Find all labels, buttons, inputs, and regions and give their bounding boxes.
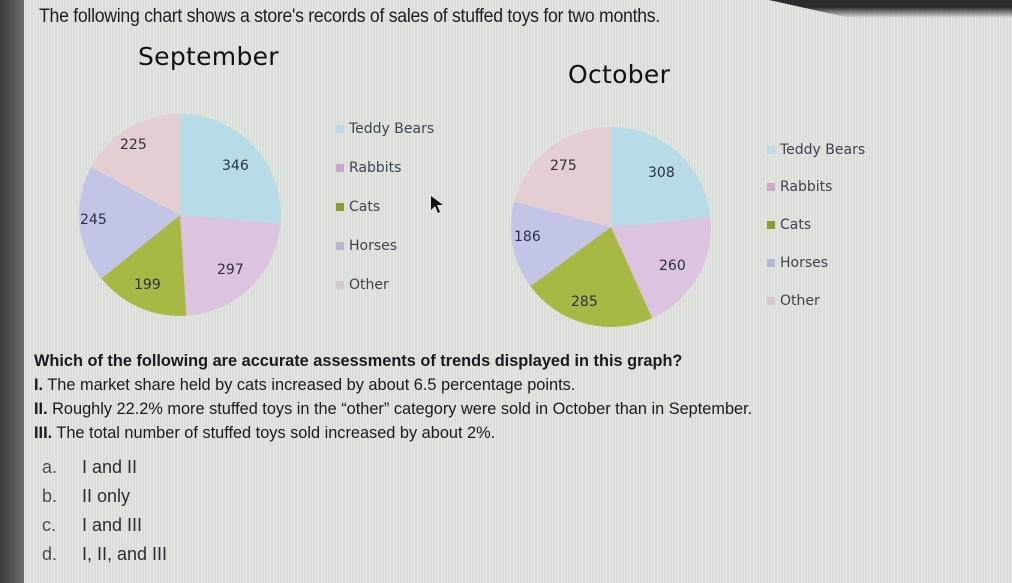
cats-swatch-icon bbox=[336, 203, 344, 211]
choice-d[interactable]: d. I, II, and III bbox=[42, 544, 168, 564]
pie-slice-teddy-bears bbox=[180, 114, 281, 224]
sep-legend-rabbits: Rabbits bbox=[336, 160, 401, 176]
statement-1: I. The market share held by cats increas… bbox=[34, 375, 576, 394]
october-pie-svg bbox=[511, 127, 711, 327]
sep-legend-horses: Horses bbox=[336, 238, 397, 254]
horses-swatch-icon bbox=[336, 242, 344, 250]
september-pie-svg bbox=[79, 114, 281, 316]
other-swatch-icon bbox=[767, 297, 775, 305]
oct-label-rabbits: 260 bbox=[659, 258, 686, 274]
pie-slice-horses bbox=[511, 201, 611, 287]
cats-swatch-icon bbox=[767, 221, 775, 229]
screen-bezel-top bbox=[769, 0, 1012, 18]
pie-slice-cats bbox=[101, 215, 187, 316]
pie-slice-horses bbox=[79, 167, 180, 279]
oct-legend-rabbits: Rabbits bbox=[767, 179, 832, 195]
intro-text: The following chart shows a store's reco… bbox=[39, 6, 660, 27]
october-chart-title: October bbox=[568, 60, 671, 89]
oct-legend-other: Other bbox=[767, 293, 820, 309]
oct-label-other: 275 bbox=[550, 158, 577, 174]
sep-legend-cats: Cats bbox=[336, 199, 380, 215]
teddy-bears-swatch-icon bbox=[767, 146, 775, 154]
oct-legend-teddy-bears: Teddy Bears bbox=[767, 142, 865, 158]
pie-slice-rabbits bbox=[180, 215, 281, 316]
mouse-pointer-icon bbox=[431, 196, 443, 213]
pie-slice-other bbox=[91, 114, 180, 215]
oct-legend-cats: Cats bbox=[767, 217, 811, 233]
statement-2: II. Roughly 22.2% more stuffed toys in t… bbox=[34, 399, 753, 418]
sep-legend-teddy-bears: Teddy Bears bbox=[336, 121, 434, 137]
teddy-bears-swatch-icon bbox=[336, 125, 344, 133]
choice-b[interactable]: b. II only bbox=[42, 486, 131, 506]
oct-label-cats: 285 bbox=[571, 294, 598, 310]
other-swatch-icon bbox=[336, 281, 344, 289]
screen-bezel-left bbox=[0, 0, 24, 583]
pie-slice-rabbits bbox=[611, 217, 711, 319]
rabbits-swatch-icon bbox=[767, 183, 775, 191]
quiz-page bbox=[24, 0, 1012, 583]
statement-3: III. The total number of stuffed toys so… bbox=[34, 423, 496, 442]
pie-slice-other bbox=[514, 127, 611, 227]
question-prompt: Which of the following are accurate asse… bbox=[34, 351, 683, 370]
rabbits-swatch-icon bbox=[336, 164, 344, 172]
sep-label-other: 225 bbox=[120, 137, 147, 153]
sep-label-horses: 245 bbox=[80, 212, 107, 228]
sep-label-cats: 199 bbox=[134, 277, 161, 293]
october-pie-chart: 275 308 186 260 285 bbox=[510, 125, 712, 329]
oct-label-teddy: 308 bbox=[648, 165, 675, 181]
september-chart-title: September bbox=[138, 42, 279, 71]
sep-label-rabbits: 297 bbox=[217, 262, 244, 278]
pie-slice-cats bbox=[530, 227, 653, 327]
september-pie-chart: 225 346 245 297 199 bbox=[78, 113, 282, 317]
oct-legend-horses: Horses bbox=[767, 255, 828, 271]
pie-slice-teddy-bears bbox=[611, 127, 711, 227]
sep-label-teddy: 346 bbox=[222, 158, 249, 174]
question-block: Which of the following are accurate asse… bbox=[34, 349, 752, 445]
oct-label-horses: 186 bbox=[514, 229, 541, 245]
choice-a[interactable]: a. I and II bbox=[42, 457, 138, 477]
horses-swatch-icon bbox=[767, 259, 775, 267]
sep-legend-other: Other bbox=[336, 277, 389, 293]
choice-c[interactable]: c. I and III bbox=[42, 515, 143, 535]
answer-choices: a. I and II b. II only c. I and III d. I, II… bbox=[42, 453, 167, 569]
